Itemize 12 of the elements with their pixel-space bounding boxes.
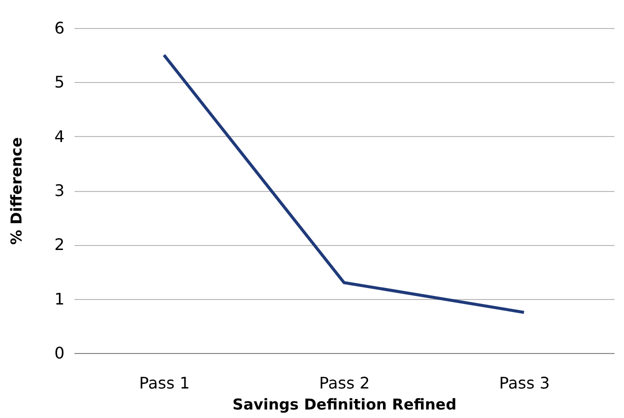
y-tick-label: 2 [54,235,64,254]
x-tick-label: Pass 1 [139,374,190,392]
y-tick-label: 1 [54,289,64,308]
y-tick-label: 4 [54,126,64,146]
x-axis-title: Savings Definition Refined [232,396,456,414]
x-tick-label: Pass 2 [319,374,370,392]
y-tick-label: 0 [54,344,64,362]
y-axis-title: % Difference [7,137,26,245]
x-tick-label: Pass 3 [499,374,550,392]
y-tick-label: 6 [54,18,64,38]
y-tick-label: 3 [54,181,64,200]
y-tick-label: 5 [54,72,64,92]
